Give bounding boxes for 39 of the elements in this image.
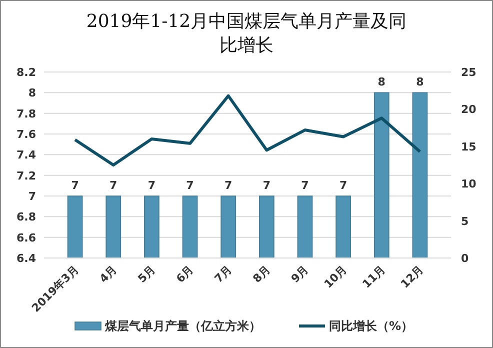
data-label: 7 bbox=[262, 179, 270, 192]
y2-tick-label: 10 bbox=[461, 178, 477, 191]
y-tick-label: 8 bbox=[28, 86, 36, 100]
x-tick-label: 4月 bbox=[97, 262, 120, 286]
legend-label: 同比增长（%） bbox=[329, 319, 414, 333]
x-tick-label: 11月 bbox=[360, 262, 388, 291]
y2-tick-label: 0 bbox=[461, 252, 469, 265]
data-label: 7 bbox=[110, 179, 118, 192]
line-series bbox=[74, 94, 422, 166]
data-label: 7 bbox=[71, 179, 79, 192]
data-label: 7 bbox=[339, 179, 348, 192]
data-label: 7 bbox=[148, 179, 156, 192]
x-tick-label: 8月 bbox=[250, 262, 273, 286]
y-tick-label: 6.6 bbox=[16, 231, 36, 244]
data-label: 8 bbox=[378, 76, 386, 89]
y-tick-label: 8.2 bbox=[16, 66, 36, 79]
y-tick-label: 6.8 bbox=[16, 210, 36, 224]
x-tick-label: 7月 bbox=[212, 262, 234, 286]
y-tick-label: 7.2 bbox=[16, 169, 36, 182]
chart-title: 2019年1-12月中国煤层气单月产量及同比增长 bbox=[86, 11, 407, 56]
y2-tick-label: 5 bbox=[461, 214, 469, 228]
x-tick-label: 10月 bbox=[322, 262, 350, 291]
y-tick-label: 7.8 bbox=[16, 107, 36, 120]
x-tick-label: 12月 bbox=[398, 262, 426, 291]
y-tick-label: 7.4 bbox=[16, 148, 36, 162]
data-label: 7 bbox=[301, 179, 309, 192]
y2-tick-label: 25 bbox=[461, 66, 476, 79]
y-tick-label: 7.6 bbox=[16, 128, 36, 141]
y2-tick-label: 15 bbox=[461, 140, 476, 154]
y2-tick-label: 20 bbox=[461, 103, 477, 116]
y-tick-label: 7 bbox=[28, 190, 36, 203]
x-tick-label: 6月 bbox=[174, 262, 196, 286]
data-label: 7 bbox=[224, 179, 232, 192]
x-tick-label: 9月 bbox=[288, 262, 312, 286]
legend-label: 煤层气单月产量（亿立方米） bbox=[104, 319, 261, 333]
data-label: 7 bbox=[186, 179, 194, 192]
y-tick-label: 6.4 bbox=[16, 252, 36, 265]
data-label: 8 bbox=[416, 76, 424, 89]
x-tick-label: 5月 bbox=[135, 262, 158, 286]
